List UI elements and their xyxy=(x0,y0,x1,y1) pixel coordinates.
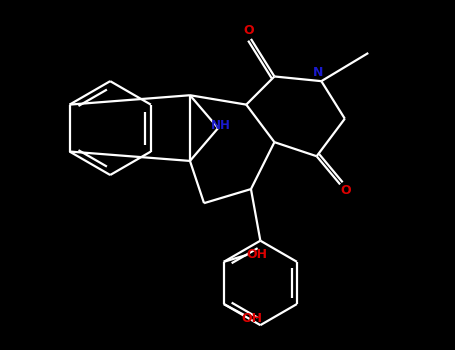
Text: O: O xyxy=(243,24,254,37)
Text: OH: OH xyxy=(242,312,263,324)
Text: OH: OH xyxy=(246,248,267,261)
Text: O: O xyxy=(340,183,351,196)
Text: N: N xyxy=(313,66,323,79)
Text: NH: NH xyxy=(211,119,230,132)
